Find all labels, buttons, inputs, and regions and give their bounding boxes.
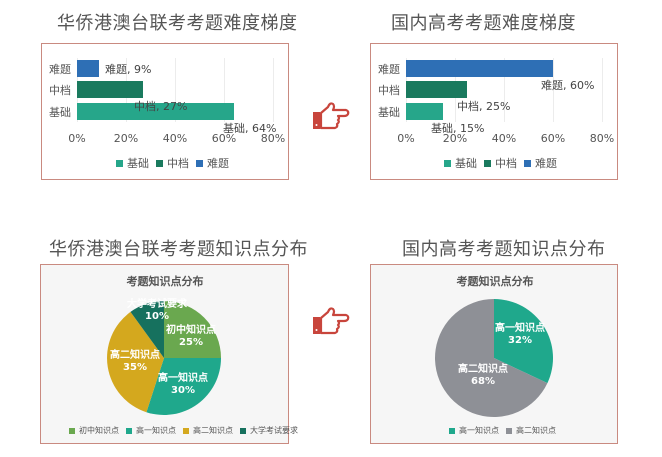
heading-hk-knowledge: 华侨港澳台联考考题知识点分布	[49, 239, 308, 260]
legend: 高一知识点 高二知识点	[445, 425, 556, 436]
chart-domestic-difficulty: 难题 中档 基础 难题, 60% 中档, 25% 基础, 15% 0% 20% …	[370, 43, 618, 180]
data-label-medium: 中档, 25%	[457, 100, 511, 113]
gridline	[602, 58, 603, 122]
legend-label: 难题	[535, 157, 557, 170]
y-label-basic: 基础	[49, 106, 71, 119]
legend: 基础 中档 难题	[440, 155, 557, 171]
pie-label-grade10: 高一知识点 30%	[158, 373, 208, 396]
pie-label-junior: 初中知识点 25%	[166, 325, 216, 348]
legend-label: 大学考试要求	[250, 426, 298, 435]
x-tick: 0%	[68, 132, 86, 145]
legend-label: 基础	[455, 157, 477, 170]
pie-chart	[435, 299, 554, 417]
heading-domestic-knowledge: 国内高考考题知识点分布	[402, 239, 606, 260]
legend-swatch-grade11	[183, 427, 189, 434]
legend-swatch-hard	[196, 159, 203, 167]
slice-university	[130, 301, 164, 358]
legend: 初中知识点 高一知识点 高二知识点 大学考试要求	[65, 425, 298, 436]
heading-domestic-difficulty: 国内高考考题难度梯度	[391, 13, 576, 34]
y-label-hard: 难题	[49, 63, 71, 76]
x-tick: 20%	[442, 132, 468, 145]
gridline	[553, 58, 554, 122]
x-tick: 80%	[589, 132, 615, 145]
x-tick: 40%	[491, 132, 517, 145]
x-tick: 60%	[540, 132, 566, 145]
x-tick: 80%	[260, 132, 286, 145]
pie-label-grade11: 高二知识点 35%	[110, 350, 160, 373]
legend-swatch-hard	[524, 159, 531, 167]
gridline	[224, 58, 225, 122]
data-label-basic: 基础, 64%	[223, 122, 277, 135]
legend-label: 高一知识点	[136, 426, 176, 435]
pointing-hand-icon	[311, 303, 351, 343]
pie-label-grade11: 高二知识点 68%	[458, 364, 508, 387]
bar-medium	[77, 81, 143, 98]
pointing-hand-icon	[311, 98, 351, 138]
slice-grade11	[107, 311, 164, 413]
chart-hk-difficulty: 难题 中档 基础 难题, 9% 中档, 27% 基础, 64% 0% 20% 4…	[41, 43, 289, 180]
pie-label-grade10: 高一知识点 32%	[495, 323, 545, 346]
slice-grade10	[146, 358, 221, 415]
legend-swatch-medium	[484, 159, 491, 167]
legend-swatch-basic	[116, 159, 123, 167]
bar-hard	[406, 60, 553, 77]
data-label-hard: 难题, 60%	[541, 79, 595, 92]
pie-label-university: 大学考试要求 10%	[127, 299, 187, 322]
heading-hk-difficulty: 华侨港澳台联考考题难度梯度	[57, 13, 298, 34]
y-label-basic: 基础	[378, 106, 400, 119]
y-label-medium: 中档	[378, 84, 400, 97]
pie-title: 考题知识点分布	[456, 275, 534, 288]
legend-swatch-grade10	[449, 427, 455, 434]
gridline	[175, 58, 176, 122]
x-tick: 40%	[162, 132, 188, 145]
slice-grade11	[435, 299, 548, 417]
chart-domestic-knowledge: 考题知识点分布 高一知识点 32% 高二知识点 68% 高一知识点 高二知识点	[370, 264, 618, 444]
legend-label: 中档	[167, 157, 189, 170]
legend-label: 初中知识点	[79, 426, 119, 435]
y-label-hard: 难题	[378, 63, 400, 76]
legend: 基础 中档 难题	[112, 155, 229, 171]
legend-label: 基础	[127, 157, 149, 170]
y-label-medium: 中档	[49, 84, 71, 97]
x-tick: 60%	[211, 132, 237, 145]
slice-junior	[164, 301, 221, 358]
legend-label: 中档	[495, 157, 517, 170]
bar-medium	[406, 81, 467, 98]
legend-swatch-university	[240, 427, 246, 434]
gridline	[504, 58, 505, 122]
bar-hard	[77, 60, 99, 77]
data-label-hard: 难题, 9%	[105, 63, 152, 76]
legend-label: 高一知识点	[459, 426, 499, 435]
bar-basic	[77, 103, 234, 120]
pie-title: 考题知识点分布	[126, 275, 204, 288]
slice-grade10	[494, 299, 554, 384]
legend-swatch-medium	[156, 159, 163, 167]
bar-basic	[406, 103, 443, 120]
legend-label: 难题	[207, 157, 229, 170]
x-tick: 0%	[397, 132, 415, 145]
gridline	[273, 58, 274, 122]
legend-swatch-grade11	[506, 427, 512, 434]
legend-swatch-grade10	[126, 427, 132, 434]
chart-hk-knowledge: 考题知识点分布 大学考试要求 10% 初中知识点 25% 高二知识点 35% 高一知识…	[40, 264, 298, 444]
legend-swatch-junior	[69, 427, 75, 434]
legend-label: 高二知识点	[516, 426, 556, 435]
data-label-medium: 中档, 27%	[134, 100, 188, 113]
pie-chart	[107, 301, 221, 415]
x-tick: 20%	[113, 132, 139, 145]
legend-label: 高二知识点	[193, 426, 233, 435]
legend-swatch-basic	[444, 159, 451, 167]
data-label-basic: 基础, 15%	[431, 122, 485, 135]
